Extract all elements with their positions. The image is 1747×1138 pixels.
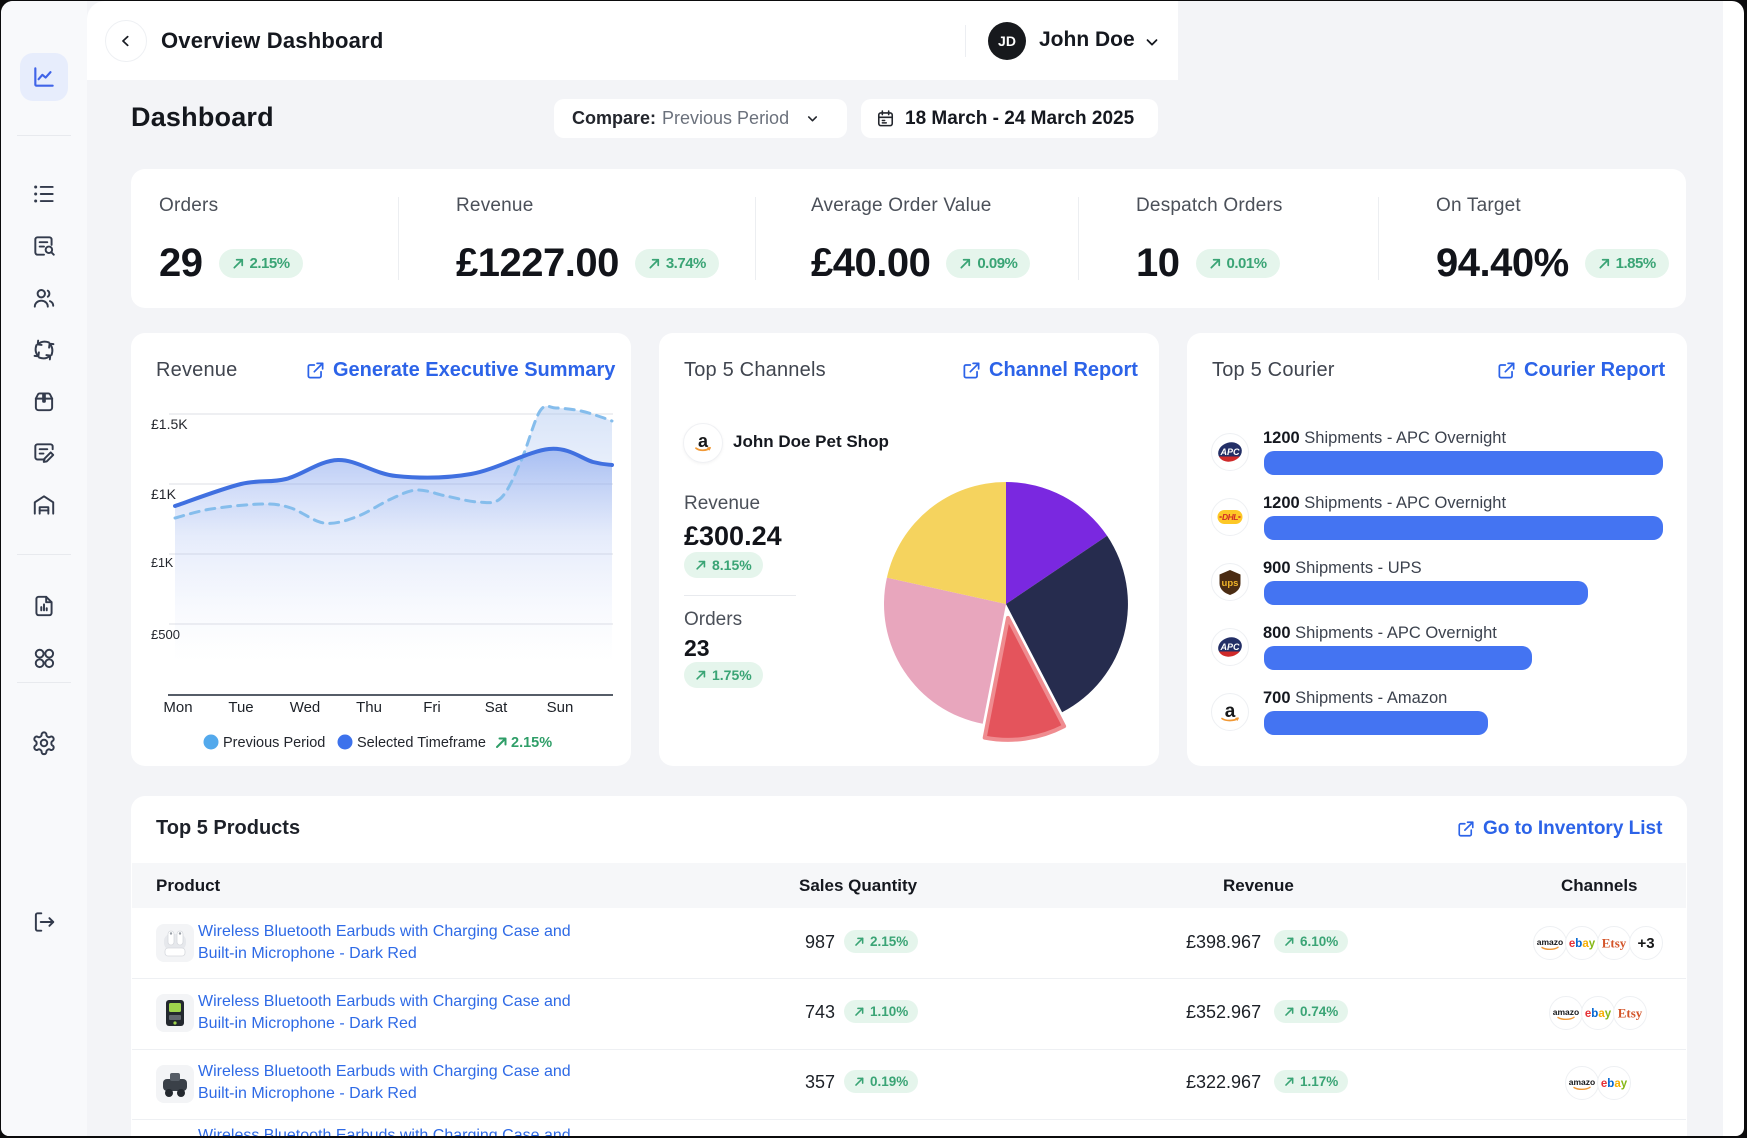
svg-text:amazo: amazo (1537, 937, 1563, 947)
svg-text:Sun: Sun (547, 699, 574, 716)
svg-text:£1K: £1K (151, 486, 177, 502)
svg-text:+3: +3 (1637, 935, 1654, 952)
svg-text:amazo: amazo (1553, 1007, 1579, 1017)
svg-text:Etsy: Etsy (1618, 1006, 1643, 1021)
svg-text:2.15%: 2.15% (511, 735, 552, 751)
svg-text:Wed: Wed (290, 699, 321, 716)
svg-text:£500: £500 (151, 627, 180, 642)
svg-text:a: a (1225, 701, 1236, 722)
svg-text:ebay: ebay (1585, 1008, 1612, 1020)
svg-text:Tue: Tue (228, 699, 253, 716)
svg-text:£1K: £1K (151, 556, 174, 570)
svg-text:a: a (698, 431, 709, 451)
svg-text:Selected Timeframe: Selected Timeframe (357, 735, 486, 751)
svg-text:APC: APC (1219, 447, 1240, 457)
svg-text:ebay: ebay (1601, 1078, 1628, 1090)
svg-text:Thu: Thu (356, 699, 382, 716)
svg-text:Fri: Fri (423, 699, 441, 716)
svg-text:APC: APC (1219, 642, 1240, 652)
svg-text:amazo: amazo (1569, 1077, 1595, 1087)
svg-text:Mon: Mon (163, 699, 192, 716)
svg-text:Etsy: Etsy (1602, 936, 1627, 951)
svg-text:ups: ups (1222, 578, 1239, 589)
svg-text:Sat: Sat (485, 699, 508, 716)
svg-text:Previous Period: Previous Period (223, 735, 325, 751)
svg-text:£1.5K: £1.5K (151, 416, 188, 432)
svg-text:ebay: ebay (1569, 938, 1596, 950)
svg-text:DHL: DHL (1222, 512, 1238, 522)
